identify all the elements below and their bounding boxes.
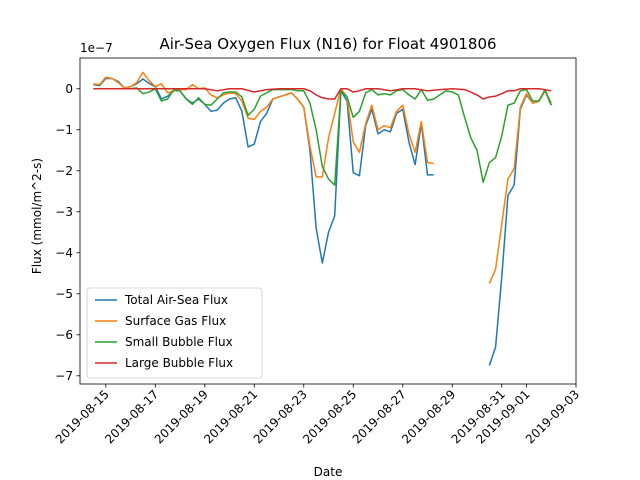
y-axis: 0 −1 −2 −3 −4 −5 −6 −7 [55,82,80,383]
x-axis-label: Date [314,465,343,479]
y-axis-label: Flux (mmol/m^2-s) [30,158,44,274]
series-line-3 [93,88,552,100]
y-tick-label: −5 [55,287,73,301]
y-tick-label: −4 [55,246,73,260]
y-axis-offset-label: 1e−7 [80,41,113,55]
legend-box [86,287,263,379]
y-tick-label: −7 [55,369,73,383]
legend-label: Surface Gas Flux [125,314,226,328]
legend-label: Total Air-Sea Flux [124,293,228,307]
y-tick-label: −1 [55,123,73,137]
legend-label: Small Bubble Flux [125,335,233,349]
plot-lines [93,71,552,366]
x-tick-label: 2019-09-03 [523,387,582,446]
y-tick-label: 0 [65,82,73,96]
chart-title: Air-Sea Oxygen Flux (N16) for Float 4901… [159,35,496,53]
x-axis: 2019-08-152019-08-172019-08-192019-08-21… [53,384,582,446]
series-line-2 [93,87,552,186]
y-tick-label: −6 [55,328,73,342]
plot-frame [79,57,577,385]
y-tick-label: −3 [55,205,73,219]
legend-label: Large Bubble Flux [125,356,233,370]
y-tick-label: −2 [55,164,73,178]
legend: Total Air-Sea Flux Surface Gas Flux Small … [86,287,263,379]
